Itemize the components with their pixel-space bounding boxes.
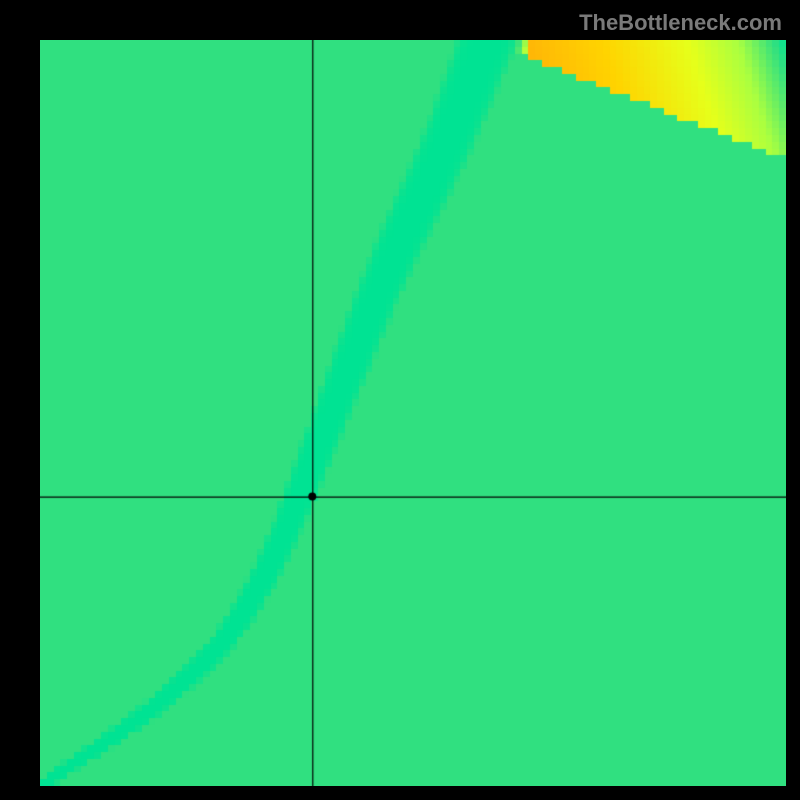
heatmap-canvas: [40, 40, 786, 786]
watermark-text: TheBottleneck.com: [579, 10, 782, 36]
chart-container: TheBottleneck.com: [0, 0, 800, 800]
